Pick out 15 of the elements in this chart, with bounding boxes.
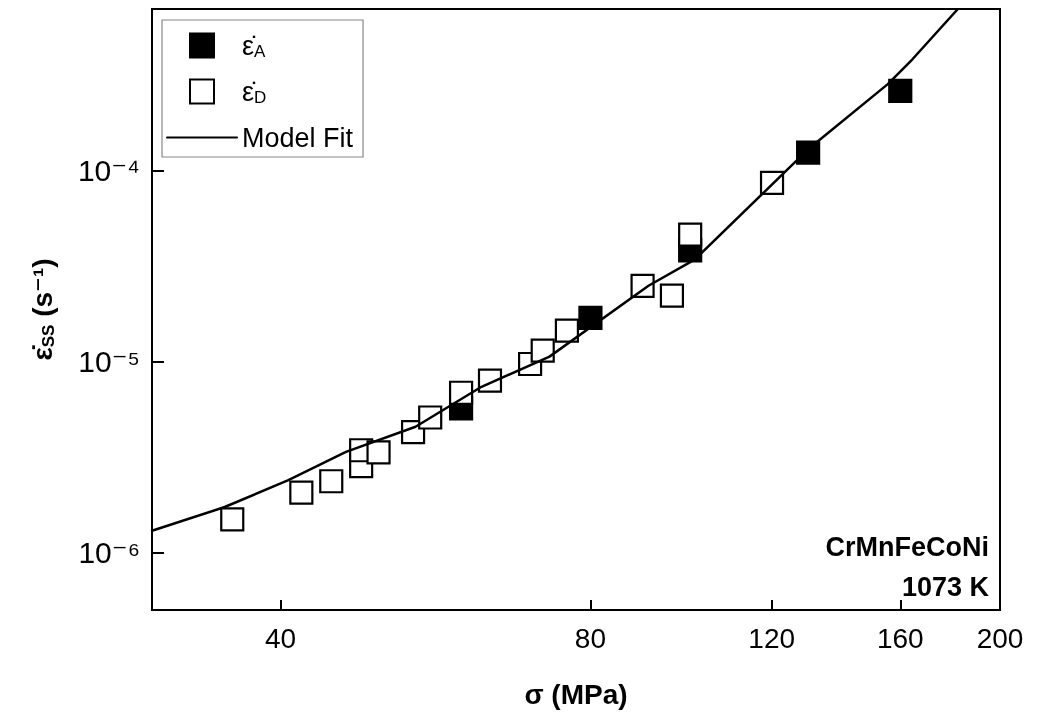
legend-label: ε̇D bbox=[242, 76, 267, 107]
x-tick-label: 160 bbox=[876, 622, 924, 654]
legend-label: ε̇A bbox=[242, 30, 267, 61]
x-tick-label: 200 bbox=[976, 622, 1024, 654]
x-tick-label: 120 bbox=[748, 622, 796, 654]
y-axis-title: ε̇SS (s⁻¹) bbox=[26, 258, 58, 361]
y-tick-label: 10⁻⁴ bbox=[77, 153, 140, 187]
x-tick-label: 40 bbox=[265, 622, 297, 654]
y-tick-label: 10⁻⁶ bbox=[78, 535, 140, 569]
x-tick-label: 80 bbox=[574, 622, 606, 654]
annotation: 1073 K bbox=[901, 571, 990, 602]
x-axis-title: σ (MPa) bbox=[524, 678, 628, 710]
annotation: CrMnFeCoNi bbox=[825, 531, 990, 562]
legend-label: Model Fit bbox=[242, 122, 354, 153]
y-tick-label: 10⁻⁵ bbox=[78, 344, 140, 378]
